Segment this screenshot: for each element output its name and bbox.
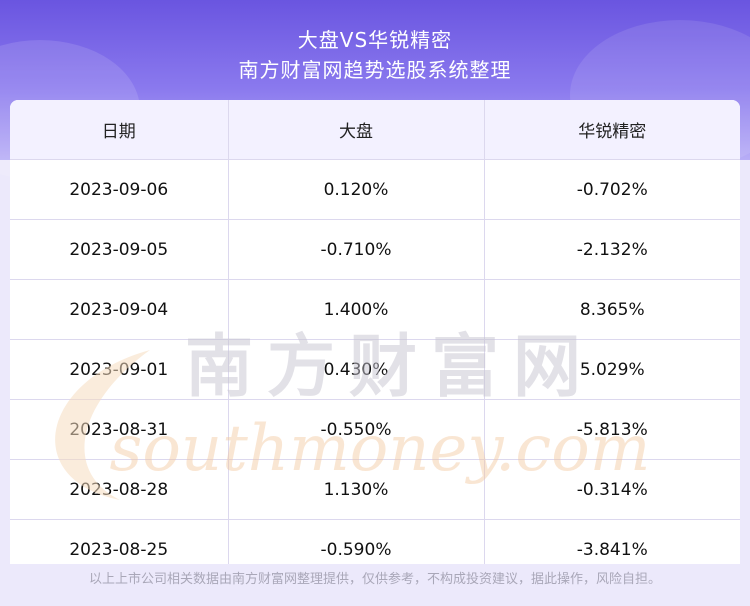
- cell-date: 2023-08-31: [10, 399, 229, 460]
- cell-stock: -0.314%: [484, 459, 740, 520]
- cell-stock: -3.841%: [576, 539, 648, 560]
- table-row: 2023-08-28 1.130% -0.314%: [10, 459, 740, 520]
- disclaimer-footer: 以上上市公司相关数据由南方财富网整理提供，仅供参考，不构成投资建议，据此操作，风…: [88, 572, 661, 587]
- cell-date: 2023-08-25: [10, 519, 229, 564]
- comparison-table-card: 日期 大盘 华锐精密 2023-09-06 0.120% -0.702% 202…: [10, 100, 740, 564]
- column-header-market: 大盘: [228, 100, 485, 160]
- table-row: 2023-09-01 0.430% 5.029%: [10, 339, 740, 400]
- page-title: 大盘VS华锐精密: [297, 28, 453, 52]
- comparison-table: 日期 大盘 华锐精密 2023-09-06 0.120% -0.702% 202…: [10, 100, 740, 564]
- cell-market: 0.430%: [228, 339, 485, 400]
- cell-market: -0.550%: [228, 399, 485, 460]
- table-row: 2023-08-31 -0.550% -5.813%: [10, 399, 740, 460]
- table-header-row: 日期 大盘 华锐精密: [10, 100, 740, 160]
- cell-market: 0.120%: [228, 159, 485, 220]
- column-header-stock: 华锐精密: [484, 100, 740, 160]
- table-row: 2023-09-04 1.400% 8.365%: [10, 279, 740, 340]
- column-header-date: 日期: [10, 100, 229, 160]
- cell-date: 2023-09-01: [10, 339, 229, 400]
- cell-stock: 8.365%: [484, 279, 740, 340]
- cell-date: 2023-08-28: [10, 459, 229, 520]
- table-row: 2023-09-06 0.120% -0.702%: [10, 159, 740, 220]
- cell-stock: -5.813%: [484, 399, 740, 460]
- cell-market: 1.400%: [228, 279, 485, 340]
- cell-market: 1.130%: [228, 459, 485, 520]
- cell-stock: -0.702%: [484, 159, 740, 220]
- table-row: 2023-09-05 -0.710% -2.132%: [10, 219, 740, 280]
- cell-stock: 5.029%: [484, 339, 740, 400]
- table-row: 2023-08-25 -0.590% -3.841%: [10, 519, 740, 564]
- page-subtitle: 南方财富网趋势选股系统整理: [238, 58, 512, 82]
- cell-market: -0.710%: [228, 219, 485, 280]
- cell-market: -0.590%: [228, 519, 485, 564]
- cell-date: 2023-09-05: [10, 219, 229, 280]
- cell-stock: -2.132%: [484, 219, 740, 280]
- cell-date: 2023-09-06: [10, 159, 229, 220]
- cell-date: 2023-09-04: [10, 279, 229, 340]
